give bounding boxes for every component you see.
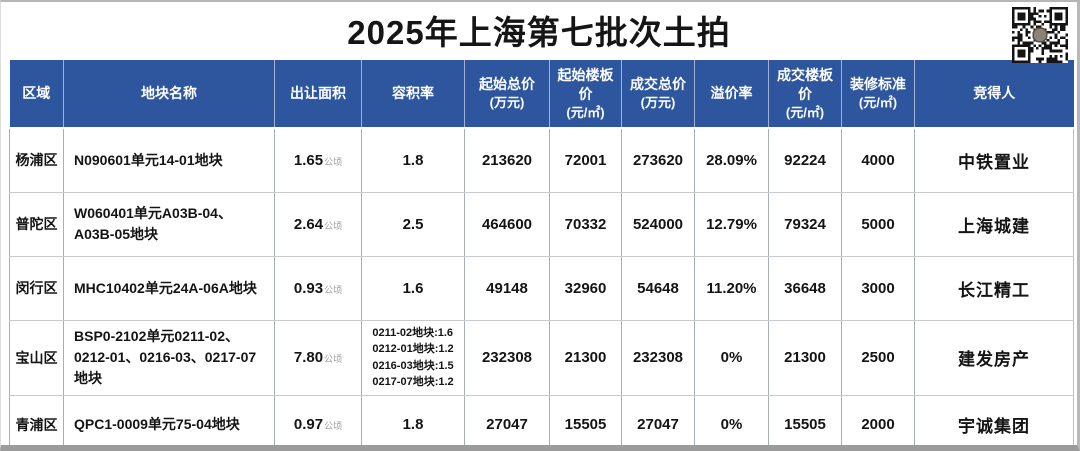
cell-start-total-price: 232308 (464, 320, 550, 396)
table-row: 普陀区 W060401单元A03B-04、A03B-05地块 2.64公顷 2.… (9, 192, 1074, 257)
cell-plot-name: N090601单元14-01地块 (63, 128, 275, 193)
cell-decoration-standard: 2500 (841, 320, 915, 396)
cell-start-floor-price: 70332 (549, 192, 622, 257)
col-header-plot-ratio: 容积率 (361, 60, 465, 129)
area-unit-label: 公顷 (324, 421, 343, 431)
cell-deal-floor-price: 15505 (768, 395, 842, 445)
cell-start-floor-price: 32960 (549, 256, 622, 321)
table-header-row: 区域 地块名称 出让面积 容积率 起始总价 (万元) 起始楼板价 (元/㎡) 成交总… (9, 60, 1074, 129)
col-header-start-floor-price: 起始楼板价 (元/㎡) (549, 60, 622, 129)
table-row: 闵行区 MHC10402单元24A-06A地块 0.93公顷 1.6 49148… (9, 256, 1074, 321)
cell-winner: 建发房产 (914, 320, 1074, 396)
cell-premium-rate: 28.09% (694, 128, 769, 193)
cell-premium-rate: 0% (694, 320, 769, 396)
cell-decoration-standard: 3000 (841, 256, 915, 321)
cell-premium-rate: 11.20% (694, 256, 769, 321)
cell-start-floor-price: 72001 (549, 128, 622, 193)
cell-area: 7.80公顷 (274, 320, 362, 396)
col-header-region: 区域 (9, 60, 64, 129)
col-header-premium-rate: 溢价率 (694, 60, 769, 129)
cell-deal-floor-price: 92224 (768, 128, 842, 193)
area-unit-label: 公顷 (324, 156, 343, 167)
cell-start-total-price: 27047 (464, 395, 550, 445)
cell-start-floor-price: 15505 (549, 395, 622, 445)
cell-decoration-standard: 4000 (841, 128, 915, 193)
area-unit-label: 公顷 (324, 284, 343, 295)
cell-area: 0.93公顷 (274, 256, 362, 321)
cell-plot-ratio: 1.8 (361, 395, 465, 445)
table-row: 宝山区 BSP0-2102单元0211-02、0212-01、0216-03、0… (9, 320, 1074, 396)
cell-plot-name: MHC10402单元24A-06A地块 (63, 256, 275, 321)
area-unit-label: 公顷 (324, 354, 343, 364)
cell-deal-total-price: 27047 (621, 395, 695, 445)
cell-deal-floor-price: 21300 (768, 320, 842, 396)
cell-plot-ratio: 1.6 (361, 256, 465, 321)
cell-winner: 中铁置业 (914, 128, 1074, 193)
col-header-deal-total-price: 成交总价 (万元) (621, 60, 695, 129)
qr-code-icon (1012, 7, 1068, 63)
col-header-plot-name: 地块名称 (63, 60, 275, 129)
area-unit-label: 公顷 (324, 220, 343, 231)
table-row: 青浦区 QPC1-0009单元75-04地块 0.97公顷 1.8 27047 … (9, 395, 1074, 445)
cell-plot-name: W060401单元A03B-04、A03B-05地块 (63, 192, 275, 257)
cell-region: 杨浦区 (9, 128, 64, 193)
cell-start-floor-price: 21300 (549, 320, 622, 396)
cell-deal-total-price: 232308 (621, 320, 695, 396)
cell-premium-rate: 12.79% (694, 192, 769, 257)
cell-start-total-price: 49148 (464, 256, 550, 321)
col-header-area: 出让面积 (274, 60, 362, 129)
cell-winner: 宇诚集团 (914, 395, 1074, 445)
cell-deal-total-price: 273620 (621, 128, 695, 193)
col-header-winner: 竞得人 (914, 60, 1074, 129)
title-bar: 2025年上海第七批次土拍 (1, 2, 1077, 58)
cell-plot-name: BSP0-2102单元0211-02、0212-01、0216-03、0217-… (63, 320, 275, 396)
cell-plot-ratio: 1.8 (361, 128, 465, 193)
cell-region: 普陀区 (9, 192, 64, 257)
cell-plot-ratio-multi: 0211-02地块:1.6 0212-01地块:1.2 0216-03地块:1.… (361, 320, 465, 396)
cell-start-total-price: 213620 (464, 128, 550, 193)
cell-premium-rate: 0% (694, 395, 769, 445)
cell-region: 青浦区 (9, 395, 64, 445)
cell-winner: 长江精工 (914, 256, 1074, 321)
cell-deal-floor-price: 79324 (768, 192, 842, 257)
cell-decoration-standard: 5000 (841, 192, 915, 257)
cell-region: 闵行区 (9, 256, 64, 321)
land-auction-table: 区域 地块名称 出让面积 容积率 起始总价 (万元) 起始楼板价 (元/㎡) 成交总… (9, 60, 1074, 445)
col-header-decoration-standard: 装修标准 (元/㎡) (841, 60, 915, 129)
cell-winner: 上海城建 (914, 192, 1074, 257)
cell-deal-floor-price: 36648 (768, 256, 842, 321)
col-header-start-total-price: 起始总价 (万元) (464, 60, 550, 129)
col-header-deal-floor-price: 成交楼板价 (元/㎡) (768, 60, 842, 129)
cell-plot-name: QPC1-0009单元75-04地块 (63, 395, 275, 445)
cell-area: 0.97公顷 (274, 395, 362, 445)
table-row: 杨浦区 N090601单元14-01地块 1.65公顷 1.8 213620 7… (9, 128, 1074, 193)
cell-region: 宝山区 (9, 320, 64, 396)
page-title: 2025年上海第七批次土拍 (347, 14, 731, 51)
cell-start-total-price: 464600 (464, 192, 550, 257)
cell-deal-total-price: 54648 (621, 256, 695, 321)
cell-area: 1.65公顷 (274, 128, 362, 193)
cell-decoration-standard: 2000 (841, 395, 915, 445)
cell-area: 2.64公顷 (274, 192, 362, 257)
cell-deal-total-price: 524000 (621, 192, 695, 257)
cell-plot-ratio: 2.5 (361, 192, 465, 257)
